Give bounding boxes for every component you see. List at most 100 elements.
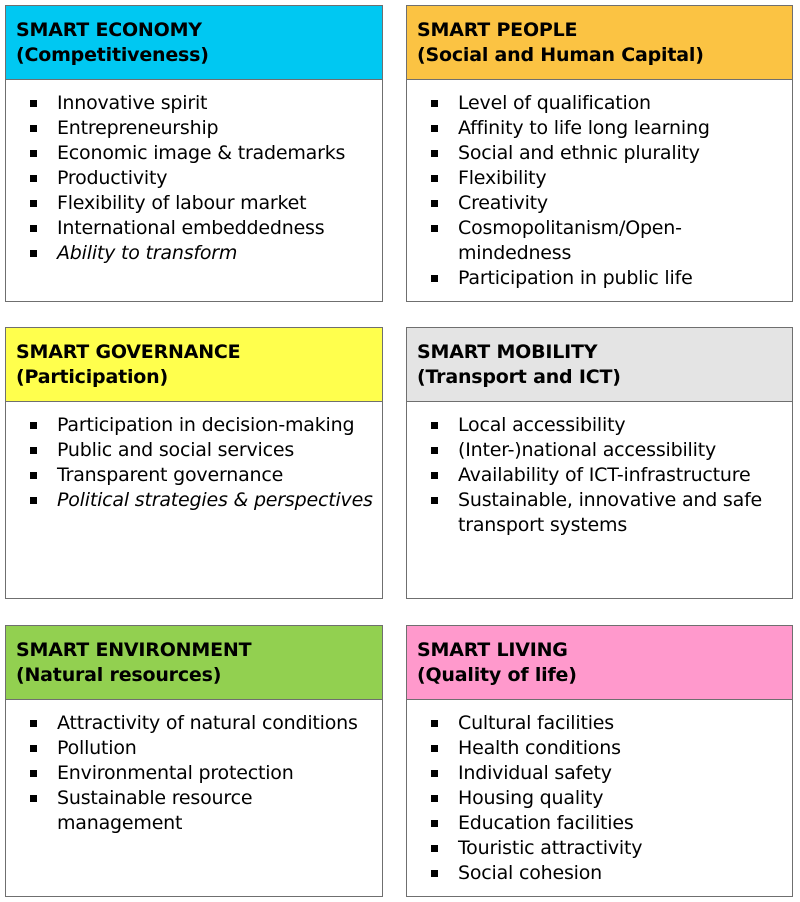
list-item-text: Transparent governance <box>57 464 284 486</box>
list-item: Attractivity of natural conditions <box>6 711 382 736</box>
list-item-text: Social cohesion <box>458 862 603 884</box>
list-item-text: Creativity <box>458 192 548 214</box>
list-item-text: Housing quality <box>458 787 604 809</box>
list-item-text: Productivity <box>57 167 168 189</box>
list-item-text: Participation in public life <box>458 267 693 289</box>
list-item: Health conditions <box>407 736 792 761</box>
square-bullet-icon <box>431 497 438 504</box>
list-item-text: Attractivity of natural conditions <box>57 712 358 734</box>
card-title: SMART PEOPLE <box>417 19 578 41</box>
card-header: SMART MOBILITY (Transport and ICT) <box>407 328 792 402</box>
item-list: Attractivity of natural conditions Pollut… <box>6 711 382 836</box>
list-item-text: Entrepreneurship <box>57 117 219 139</box>
item-list: Participation in decision-making Public a… <box>6 413 382 513</box>
list-item-text: (Inter-)national accessibility <box>458 439 716 461</box>
list-item: Transparent governance <box>6 463 382 488</box>
list-item-text: Availability of ICT-infrastructure <box>458 464 751 486</box>
card-title: SMART ECONOMY <box>16 19 202 41</box>
list-item: Political strategies & perspectives <box>6 488 382 513</box>
card-body: Cultural facilities Health conditions Indi… <box>407 700 792 886</box>
square-bullet-icon <box>431 770 438 777</box>
card-subtitle: (Social and Human Capital) <box>417 44 704 66</box>
square-bullet-icon <box>431 472 438 479</box>
card-smart-economy: SMART ECONOMY (Competitiveness) Innovati… <box>5 5 383 302</box>
square-bullet-icon <box>431 125 438 132</box>
square-bullet-icon <box>431 175 438 182</box>
card-body: Participation in decision-making Public a… <box>6 402 382 513</box>
square-bullet-icon <box>431 275 438 282</box>
square-bullet-icon <box>431 795 438 802</box>
card-subtitle: (Natural resources) <box>16 664 222 686</box>
list-item: Cosmopolitanism/Open-mindedness <box>407 216 792 266</box>
card-title: SMART LIVING <box>417 639 568 661</box>
list-item-text: Social and ethnic plurality <box>458 142 700 164</box>
list-item: Participation in decision-making <box>6 413 382 438</box>
square-bullet-icon <box>30 720 37 727</box>
list-item-text: Sustainable resource management <box>57 787 253 834</box>
list-item: Flexibility of labour market <box>6 191 382 216</box>
list-item: Economic image & trademarks <box>6 141 382 166</box>
list-item-text: Pollution <box>57 737 137 759</box>
list-item-text: Cultural facilities <box>458 712 614 734</box>
card-subtitle: (Quality of life) <box>417 664 577 686</box>
list-item: Sustainable, innovative and safe transpo… <box>407 488 792 538</box>
list-item: Social and ethnic plurality <box>407 141 792 166</box>
list-item: Level of qualification <box>407 91 792 116</box>
list-item-text: Flexibility <box>458 167 547 189</box>
card-header: SMART ECONOMY (Competitiveness) <box>6 6 382 80</box>
square-bullet-icon <box>30 125 37 132</box>
list-item: Touristic attractivity <box>407 836 792 861</box>
list-item-text: Local accessibility <box>458 414 626 436</box>
list-item-text: Environmental protection <box>57 762 294 784</box>
square-bullet-icon <box>431 845 438 852</box>
list-item-text: Health conditions <box>458 737 621 759</box>
list-item-text: Participation in decision-making <box>57 414 355 436</box>
square-bullet-icon <box>30 422 37 429</box>
square-bullet-icon <box>30 447 37 454</box>
list-item: (Inter-)national accessibility <box>407 438 792 463</box>
square-bullet-icon <box>431 720 438 727</box>
list-item-text: Ability to transform <box>57 242 238 264</box>
card-subtitle: (Transport and ICT) <box>417 366 621 388</box>
square-bullet-icon <box>431 150 438 157</box>
list-item: Social cohesion <box>407 861 792 886</box>
card-smart-people: SMART PEOPLE (Social and Human Capital) … <box>406 5 793 302</box>
list-item-text: Affinity to life long learning <box>458 117 710 139</box>
square-bullet-icon <box>30 472 37 479</box>
list-item: Innovative spirit <box>6 91 382 116</box>
list-item: Availability of ICT-infrastructure <box>407 463 792 488</box>
card-body: Level of qualification Affinity to life l… <box>407 80 792 291</box>
card-smart-governance: SMART GOVERNANCE (Participation) Partici… <box>5 327 383 599</box>
list-item-text: Political strategies & perspectives <box>57 489 373 511</box>
list-item-text: Touristic attractivity <box>458 837 643 859</box>
square-bullet-icon <box>431 225 438 232</box>
square-bullet-icon <box>30 795 37 802</box>
list-item-text: Level of qualification <box>458 92 651 114</box>
square-bullet-icon <box>431 422 438 429</box>
square-bullet-icon <box>30 200 37 207</box>
square-bullet-icon <box>431 100 438 107</box>
list-item: Entrepreneurship <box>6 116 382 141</box>
square-bullet-icon <box>30 100 37 107</box>
list-item-text: Flexibility of labour market <box>57 192 307 214</box>
square-bullet-icon <box>30 250 37 257</box>
list-item-text: International embeddedness <box>57 217 325 239</box>
card-title: SMART ENVIRONMENT <box>16 639 252 661</box>
list-item: Flexibility <box>407 166 792 191</box>
list-item-text: Individual safety <box>458 762 612 784</box>
list-item-text: Education facilities <box>458 812 634 834</box>
list-item: Cultural facilities <box>407 711 792 736</box>
square-bullet-icon <box>30 770 37 777</box>
list-item: Public and social services <box>6 438 382 463</box>
card-header: SMART GOVERNANCE (Participation) <box>6 328 382 402</box>
square-bullet-icon <box>30 497 37 504</box>
card-subtitle: (Competitiveness) <box>16 44 209 66</box>
list-item-text: Innovative spirit <box>57 92 208 114</box>
item-list: Cultural facilities Health conditions Indi… <box>407 711 792 886</box>
square-bullet-icon <box>431 745 438 752</box>
list-item: Environmental protection <box>6 761 382 786</box>
list-item: Sustainable resource management <box>6 786 382 836</box>
card-smart-environment: SMART ENVIRONMENT (Natural resources) At… <box>5 625 383 897</box>
list-item: Housing quality <box>407 786 792 811</box>
list-item: Affinity to life long learning <box>407 116 792 141</box>
